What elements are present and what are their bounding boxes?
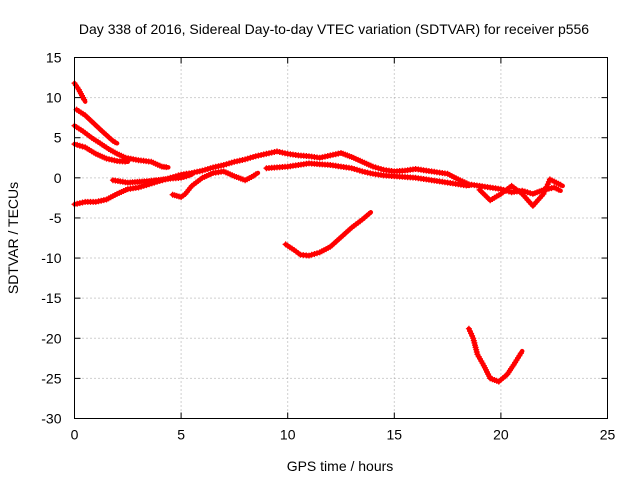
x-tick-label: 0 (71, 427, 79, 443)
x-tick-label: 10 (280, 427, 296, 443)
series-points (169, 168, 259, 201)
y-tick-label: 5 (54, 130, 62, 146)
y-tick-label: -5 (49, 210, 62, 226)
series-arc-6 (109, 172, 195, 186)
y-tick-label: 10 (46, 90, 62, 106)
chart-title: Day 338 of 2016, Sidereal Day-to-day VTE… (79, 21, 589, 37)
series-points (263, 160, 470, 189)
series-points (71, 80, 88, 103)
x-tick-label: 25 (600, 427, 616, 443)
x-tick-label: 5 (177, 427, 185, 443)
y-tick-label: -20 (41, 330, 61, 346)
series-points (465, 325, 524, 385)
series-arc-1 (71, 80, 88, 104)
series-arc-2 (73, 106, 120, 146)
series-arc-8 (263, 160, 472, 189)
y-tick-label: 0 (54, 170, 62, 186)
series-arc-11 (465, 325, 525, 385)
series-arc-10 (282, 210, 374, 259)
series-arc-9 (476, 176, 565, 209)
y-tick-label: -30 (41, 411, 61, 427)
series-points (282, 211, 372, 259)
series-arc-7 (169, 168, 261, 201)
y-tick-label: -25 (41, 370, 61, 386)
series-points (109, 172, 193, 186)
y-tick-label: 15 (46, 50, 62, 66)
y-axis-label: SDTVAR / TECUs (5, 182, 21, 294)
x-tick-label: 20 (493, 427, 509, 443)
data-series (71, 80, 565, 385)
series-points (73, 106, 118, 146)
series-points (476, 176, 564, 209)
y-tick-label: -15 (41, 290, 61, 306)
axis-ticks: 0 5 10 15 20 25 15 10 5 0 -5 -10 -15 -20 -25 -30 (41, 50, 615, 443)
x-tick-label: 15 (387, 427, 403, 443)
x-axis-label: GPS time / hours (287, 458, 394, 474)
y-tick-label: -10 (41, 250, 61, 266)
plot-frame (74, 57, 608, 419)
